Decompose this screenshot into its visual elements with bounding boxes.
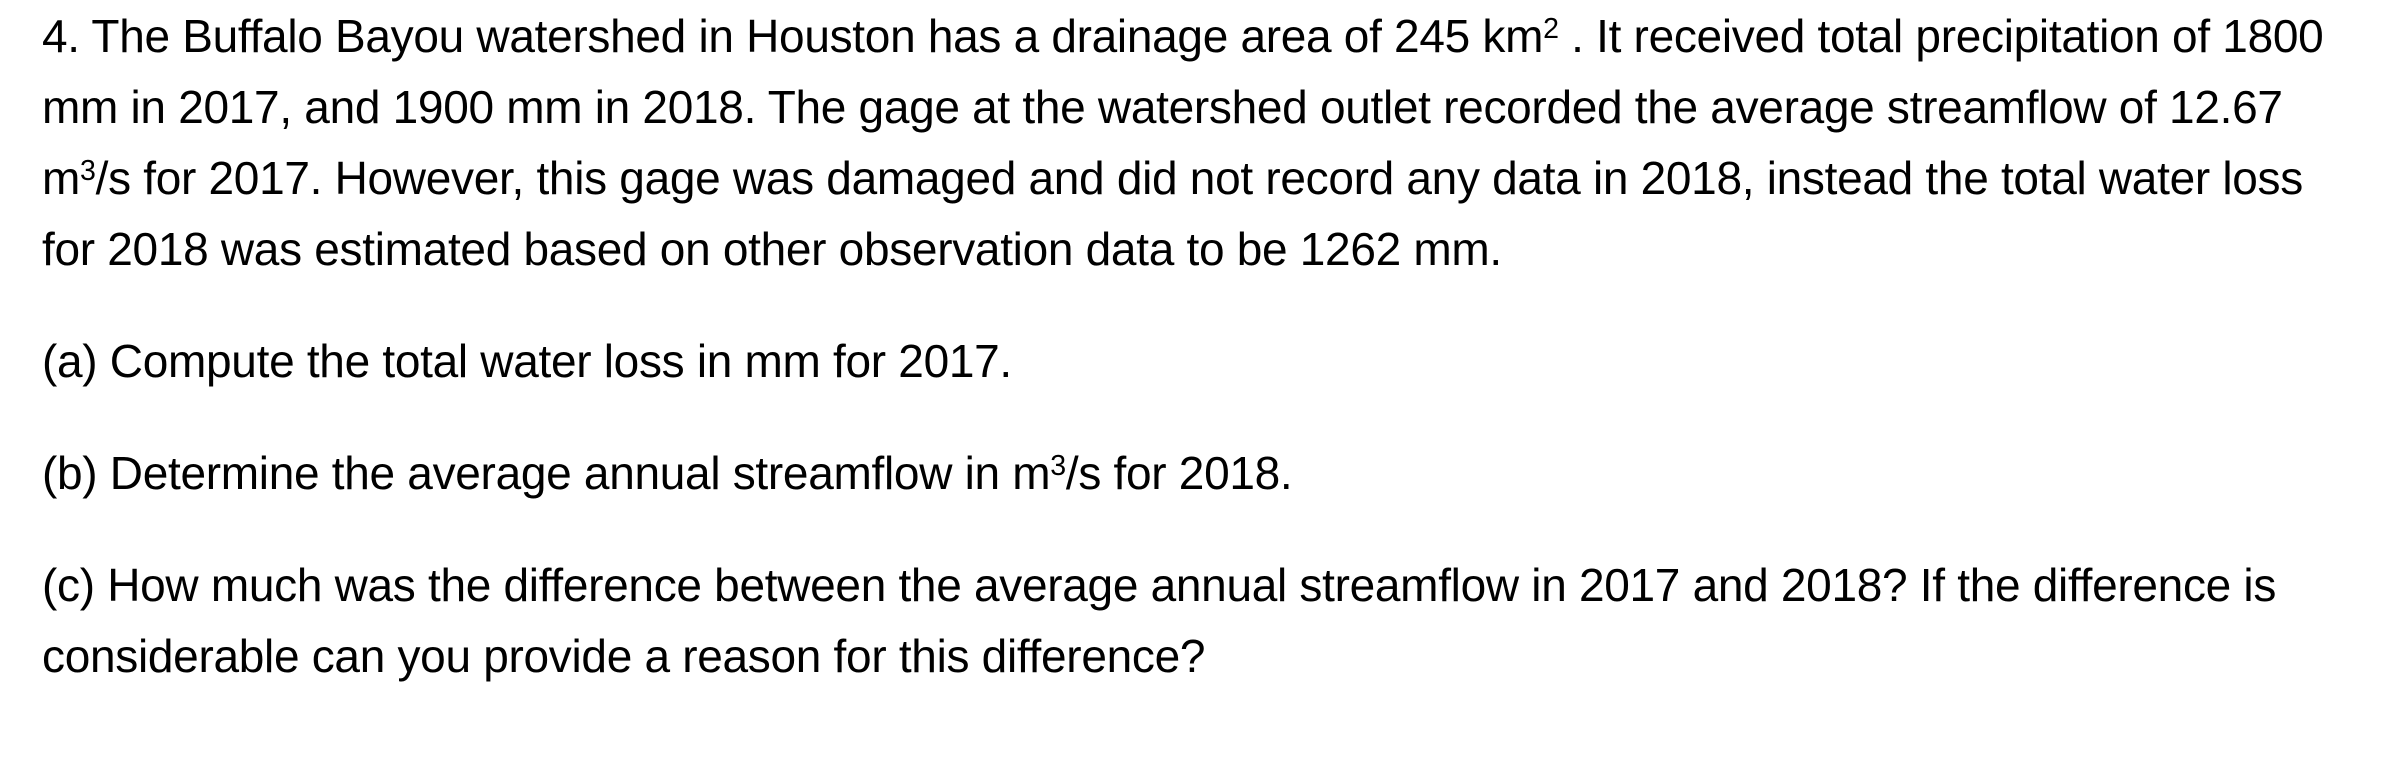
problem-part-c: (c) How much was the difference between … — [42, 550, 2339, 692]
text-run: (a) Compute the total water loss in mm f… — [42, 335, 1012, 387]
superscript-exponent: 2 — [1543, 12, 1559, 45]
problem-statement: 4. The Buffalo Bayou watershed in Housto… — [42, 1, 2339, 285]
text-run: (c) How much was the difference between … — [42, 559, 2277, 682]
superscript-exponent: 3 — [1050, 449, 1066, 482]
text-run: /s for 2017. However, this gage was dama… — [42, 152, 2303, 275]
problem-part-a: (a) Compute the total water loss in mm f… — [42, 326, 2339, 397]
text-run: . It received total precipitation of 180… — [42, 10, 2324, 204]
problem-part-b: (b) Determine the average annual streamf… — [42, 438, 2339, 509]
text-run: /s for 2018. — [1065, 447, 1293, 499]
superscript-exponent: 3 — [80, 154, 96, 187]
text-run: (b) Determine the average annual streamf… — [42, 447, 1051, 499]
text-run: 4. The Buffalo Bayou watershed in Housto… — [42, 10, 1544, 62]
